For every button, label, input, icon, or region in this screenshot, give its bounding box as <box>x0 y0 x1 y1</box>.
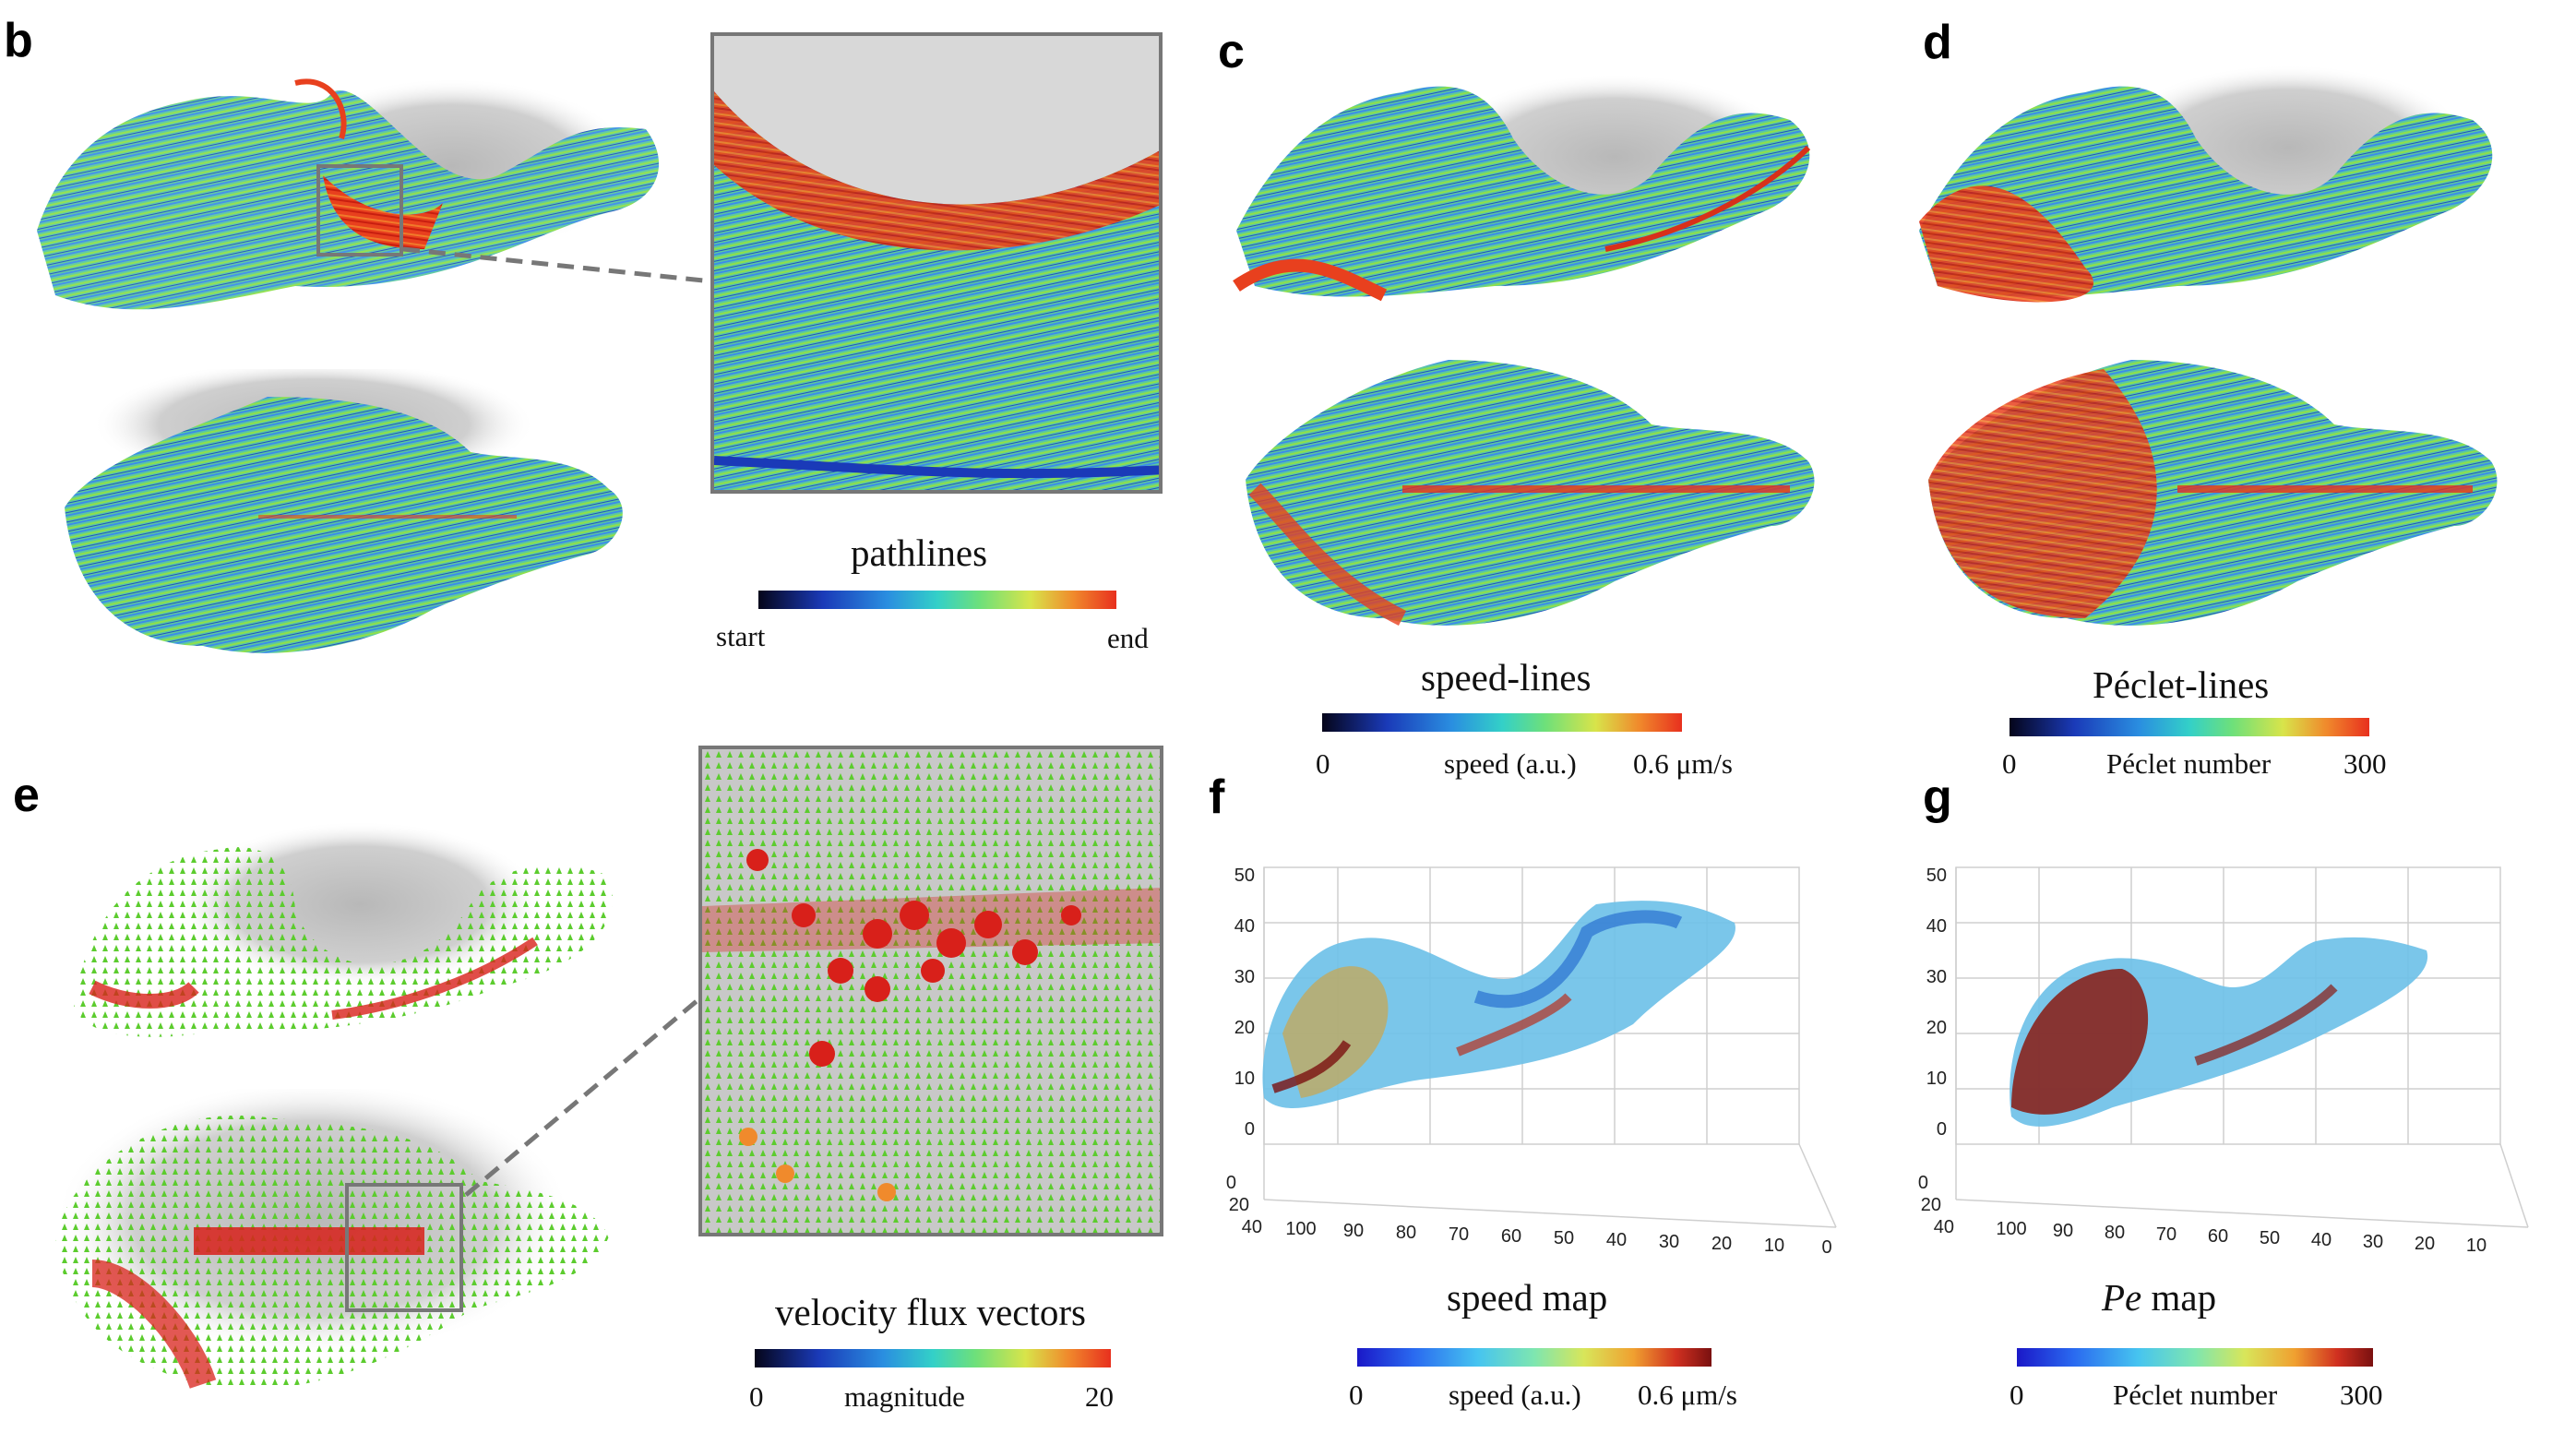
speed-map-max: 0.6 μm/s <box>1638 1379 1737 1411</box>
brain-dorsal-flux <box>55 1089 609 1390</box>
speedlines-max: 0.6 μm/s <box>1633 747 1733 780</box>
panel-letter-c: c <box>1218 25 1245 78</box>
brain-dorsal-pecletlines <box>1928 360 2498 626</box>
brain-dorsal-speedlines <box>1246 360 1815 627</box>
g-x-tick-90: 90 <box>2053 1221 2073 1241</box>
label-flux: velocity flux vectors <box>775 1291 1087 1333</box>
f-z-tick-20: 20 <box>1234 1018 1255 1038</box>
pe-map-max: 300 <box>2340 1379 2383 1411</box>
f-x-tick-100: 100 <box>1285 1219 1316 1239</box>
pe-map-mid: Péclet number <box>2113 1379 2278 1411</box>
zoom-box-e <box>345 1183 463 1312</box>
brain-sagittal-flux <box>74 821 613 1037</box>
zoom-connector-b <box>403 246 713 284</box>
g-x-tick-60: 60 <box>2208 1226 2228 1247</box>
speed-map-min: 0 <box>1349 1379 1364 1411</box>
pecletlines-mid: Péclet number <box>2106 747 2272 780</box>
g-z-tick-10: 10 <box>1926 1069 1947 1089</box>
flux-min: 0 <box>749 1380 764 1413</box>
label-pecletlines: Péclet-lines <box>2093 663 2270 706</box>
panel-letter-e: e <box>13 769 40 822</box>
g-x-tick-20: 20 <box>2415 1234 2435 1254</box>
g-x-tick-40: 40 <box>2311 1230 2332 1250</box>
f-x-tick-40: 40 <box>1606 1230 1627 1250</box>
pathlines-min: start <box>716 620 766 652</box>
pe-map-min: 0 <box>2010 1379 2024 1411</box>
pecletlines-min: 0 <box>2002 747 2017 780</box>
f-x-tick-10: 10 <box>1764 1236 1784 1256</box>
flux-mid: magnitude <box>844 1380 965 1413</box>
f-x-tick-30: 30 <box>1659 1232 1679 1252</box>
panel-letter-d: d <box>1923 16 1952 69</box>
brain-sagittal-pecletlines <box>1919 65 2493 303</box>
label-pathlines: pathlines <box>851 531 988 574</box>
g-x-tick-100: 100 <box>1996 1219 2026 1239</box>
pecletlines-max: 300 <box>2343 747 2387 780</box>
pathlines-max: end <box>1107 622 1149 654</box>
brain-dorsal-pathlines <box>65 369 623 653</box>
g-x-tick-10: 10 <box>2466 1236 2487 1256</box>
flux-max: 20 <box>1085 1380 1114 1413</box>
zoom-inset-pathlines <box>710 32 1163 494</box>
f-y-tick-20: 20 <box>1229 1195 1249 1215</box>
f-z-tick-10: 10 <box>1234 1069 1255 1089</box>
f-z-tick-30: 30 <box>1234 967 1255 987</box>
panel-letter-g: g <box>1923 770 1952 824</box>
f-x-tick-80: 80 <box>1396 1223 1416 1243</box>
panel-letter-f: f <box>1209 770 1225 824</box>
f-x-tick-90: 90 <box>1343 1221 1364 1241</box>
g-z-tick-20: 20 <box>1926 1018 1947 1038</box>
zoom-inset-flux <box>698 746 1163 1236</box>
brain-sagittal-pathlines <box>37 78 660 310</box>
zoom-connector-e <box>464 999 698 1197</box>
label-speed-map: speed map <box>1447 1276 1608 1319</box>
g-z-tick-0: 0 <box>1937 1119 1947 1140</box>
f-y-tick-40: 40 <box>1242 1217 1262 1237</box>
g-y-tick-40: 40 <box>1934 1217 1954 1237</box>
g-z-tick-30: 30 <box>1926 967 1947 987</box>
g-x-tick-30: 30 <box>2363 1232 2383 1252</box>
f-x-tick-50: 50 <box>1554 1228 1574 1248</box>
speedlines-min: 0 <box>1316 747 1330 780</box>
zoom-box-b <box>316 164 403 257</box>
g-z-tick-40: 40 <box>1926 916 1947 937</box>
f-x-tick-70: 70 <box>1449 1224 1469 1245</box>
speed-map-mid: speed (a.u.) <box>1449 1379 1581 1411</box>
f-z-tick-0: 0 <box>1245 1119 1255 1140</box>
f-z-tick-40: 40 <box>1234 916 1255 937</box>
colorbar-speed-map <box>1357 1348 1711 1367</box>
speedlines-mid: speed (a.u.) <box>1444 747 1577 780</box>
brain-sagittal-speedlines <box>1233 74 1811 302</box>
label-pe-map: Pe map <box>2102 1275 2216 1320</box>
g-x-tick-70: 70 <box>2156 1224 2176 1245</box>
f-x-tick-60: 60 <box>1501 1226 1521 1247</box>
panel-letter-b: b <box>4 14 33 67</box>
pe-map-word: map <box>2141 1276 2217 1319</box>
label-speedlines: speed-lines <box>1421 656 1592 699</box>
f-y-tick-0: 0 <box>1226 1173 1236 1193</box>
g-y-tick-20: 20 <box>1921 1195 1941 1215</box>
f-x-tick-0: 0 <box>1821 1237 1831 1258</box>
colorbar-pathlines <box>758 591 1116 609</box>
g-z-tick-50: 50 <box>1926 866 1947 886</box>
pe-symbol: Pe <box>2102 1276 2142 1319</box>
colorbar-pe-map <box>2017 1348 2373 1367</box>
colorbar-flux <box>755 1349 1111 1367</box>
g-y-tick-0: 0 <box>1918 1173 1928 1193</box>
g-x-tick-80: 80 <box>2105 1223 2125 1243</box>
g-x-tick-50: 50 <box>2260 1228 2280 1248</box>
colorbar-pecletlines <box>2010 718 2369 736</box>
f-x-tick-20: 20 <box>1711 1234 1732 1254</box>
colorbar-speedlines <box>1322 713 1682 732</box>
f-z-tick-50: 50 <box>1234 866 1255 886</box>
